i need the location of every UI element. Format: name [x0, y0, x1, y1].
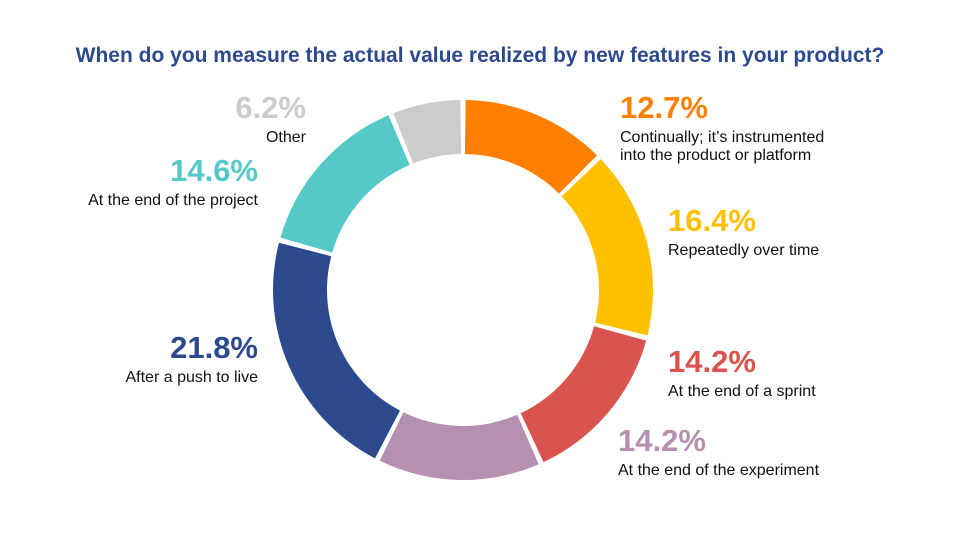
- category-label-continually: Continually; it’s instrumented into the …: [620, 128, 825, 165]
- label-end-of-project: 14.6% At the end of the project: [88, 153, 258, 210]
- slice-continually: [464, 100, 598, 194]
- value-label-end-of-project: 14.6%: [170, 153, 258, 188]
- slice-end-of-sprint: [520, 326, 647, 463]
- label-end-of-experiment: 14.2% At the end of the experiment: [618, 423, 819, 480]
- category-label-push-to-live: After a push to live: [125, 368, 258, 386]
- category-label-end-of-experiment: At the end of the experiment: [618, 461, 820, 479]
- slice-push-to-live: [272, 242, 401, 459]
- slice-end-of-project: [280, 115, 410, 253]
- slice-other: [393, 100, 462, 164]
- category-label-end-of-project: At the end of the project: [88, 191, 258, 209]
- value-label-repeatedly: 16.4%: [668, 203, 756, 238]
- label-other: 6.2% Other: [235, 90, 306, 147]
- value-label-continually: 12.7%: [620, 90, 708, 125]
- category-label-repeatedly: Repeatedly over time: [668, 241, 820, 259]
- label-repeatedly: 16.4% Repeatedly over time: [668, 203, 819, 260]
- category-label-end-of-sprint: At the end of a sprint: [668, 382, 816, 400]
- value-label-end-of-experiment: 14.2%: [618, 423, 706, 458]
- slice-repeatedly: [561, 159, 653, 336]
- slice-end-of-experiment: [379, 412, 539, 481]
- value-label-end-of-sprint: 14.2%: [668, 344, 756, 379]
- value-label-other: 6.2%: [235, 90, 306, 125]
- label-end-of-sprint: 14.2% At the end of a sprint: [668, 344, 816, 401]
- value-label-push-to-live: 21.8%: [170, 330, 258, 365]
- chart-title: When do you measure the actual value rea…: [75, 44, 885, 67]
- label-continually: 12.7% Continually; it’s instrumented int…: [620, 90, 824, 166]
- label-push-to-live: 21.8% After a push to live: [125, 330, 258, 387]
- category-label-other: Other: [265, 128, 306, 146]
